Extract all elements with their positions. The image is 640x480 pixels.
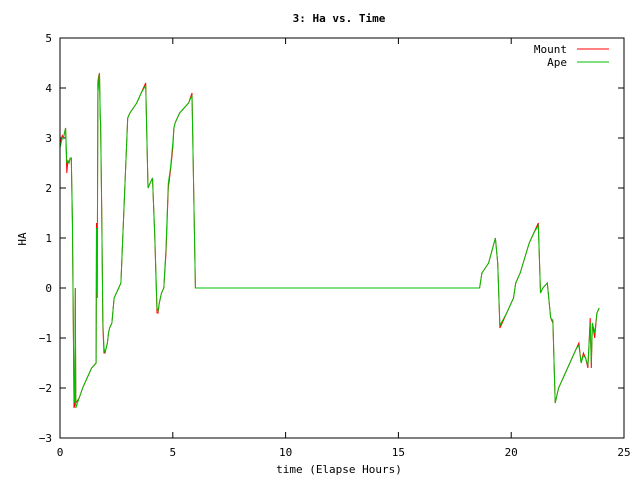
y-tick-label: −3 [39,432,52,445]
axis-ticks: 0 5 10 15 20 25 −3 −2 −1 0 1 2 3 4 5 [39,32,631,459]
plot-border [59,37,625,439]
y-tick-label: 0 [45,282,52,295]
y-tick-label: 1 [45,232,52,245]
x-tick-label: 25 [617,446,630,459]
legend-label-mount: Mount [534,43,567,56]
x-axis-label: time (Elapse Hours) [276,463,402,476]
series-line-ape [59,72,600,409]
x-tick-label: 20 [505,446,518,459]
y-tick-label: 3 [45,132,52,145]
x-tick-label: 0 [57,446,64,459]
plot-series [59,72,600,409]
y-tick-label: −2 [39,382,52,395]
x-tick-label: 15 [392,446,405,459]
x-tick-label: 10 [279,446,292,459]
chart-title: 3: Ha vs. Time [293,12,386,25]
y-tick-label: 5 [45,32,52,45]
x-tick-label: 5 [169,446,176,459]
series-line-mount [59,72,600,409]
y-axis-label: HA [16,232,29,246]
y-tick-label: −1 [39,332,52,345]
y-tick-label: 4 [45,82,52,95]
legend-label-ape: Ape [547,56,567,69]
y-tick-label: 2 [45,182,52,195]
